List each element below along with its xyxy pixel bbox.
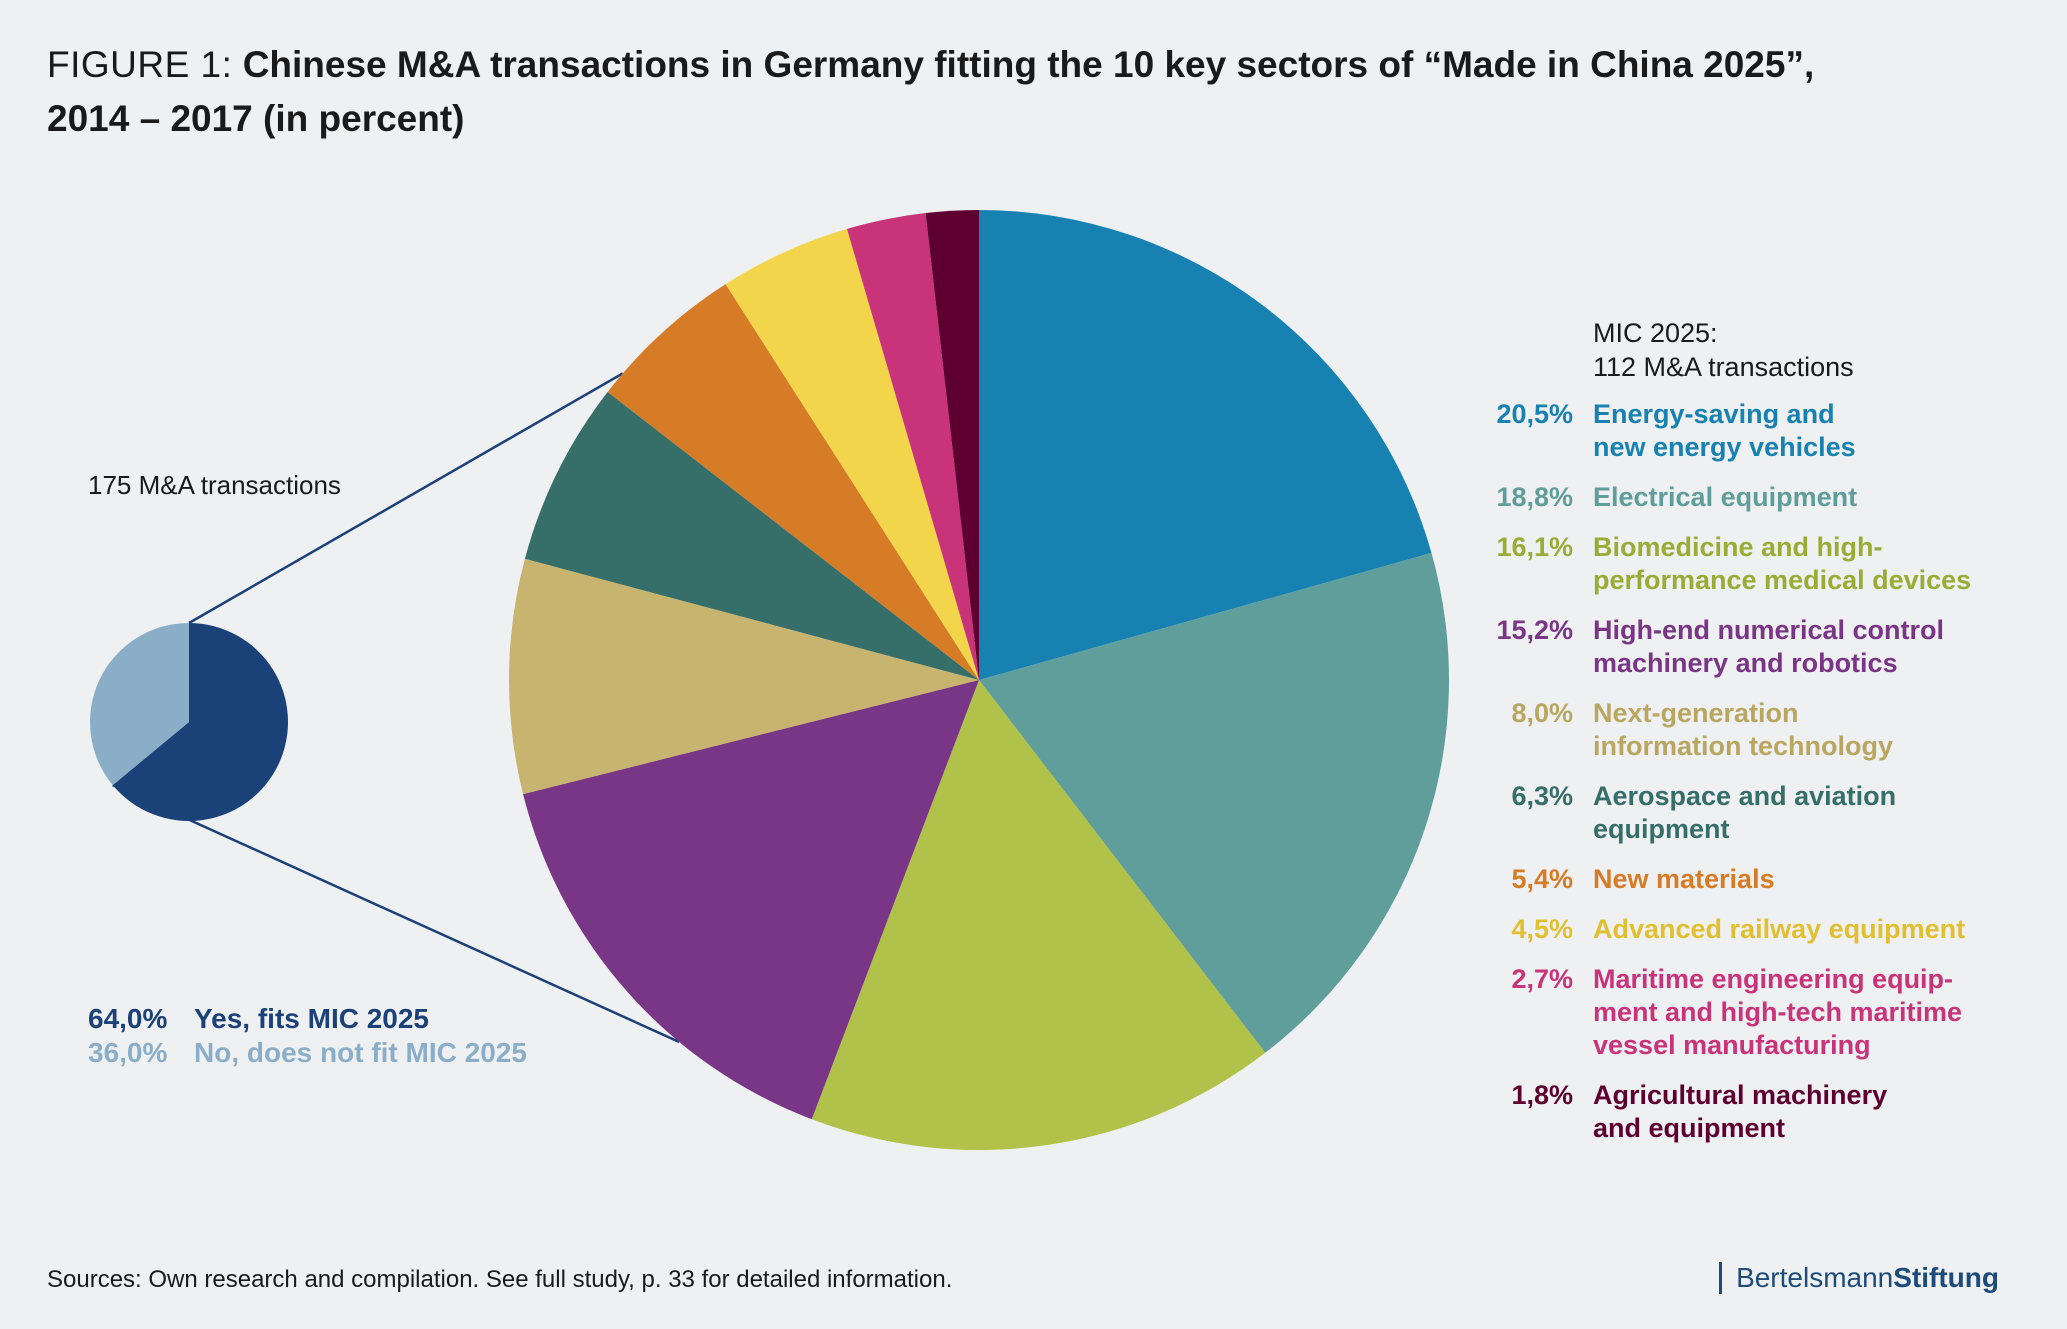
- title-text: Chinese M&A transactions in Germany fitt…: [242, 44, 1815, 85]
- large-pie-slice-3: [811, 680, 1266, 1150]
- large-pie: [508, 210, 1449, 1150]
- legend-item: 18,8% Electrical equipment: [1480, 481, 2060, 514]
- legend-label: Agricultural machinery and equipment: [1593, 1080, 1888, 1143]
- large-pie-slice-2: [979, 552, 1449, 1053]
- source-note: Sources: Own research and compilation. S…: [47, 1266, 953, 1293]
- legend-value: 16,1%: [1496, 532, 1573, 562]
- legend-value: 18,8%: [1496, 482, 1573, 512]
- mic-header-line-1: MIC 2025:: [1593, 318, 1718, 348]
- small-pie-slice-1: [112, 623, 288, 821]
- legend-item: 5,4% New materials: [1480, 863, 2060, 896]
- legend-label: Energy-saving and new energy vehicles: [1593, 399, 1856, 462]
- legend-item: 2,7% Maritime engineering equip- ment and…: [1480, 963, 2060, 1062]
- chart-title: FIGURE 1: Chinese M&A transactions in Ge…: [47, 38, 1847, 146]
- small-legend-label-yes: Yes, fits MIC 2025: [194, 1003, 430, 1034]
- large-pie-slice-9: [846, 213, 979, 681]
- legend-item: 8,0% Next-generation information technolo…: [1480, 697, 2060, 763]
- small-legend-item-yes: 64,0% Yes, fits MIC 2025: [88, 1002, 527, 1036]
- legend-value: 4,5%: [1511, 914, 1573, 944]
- small-legend-value-no: 36,0%: [88, 1037, 168, 1068]
- legend-value: 2,7%: [1511, 964, 1573, 994]
- legend-value: 5,4%: [1511, 864, 1573, 894]
- connector-line-bottom: [112, 783, 680, 1044]
- legend-label: Aerospace and aviation equipment: [1593, 781, 1897, 844]
- legend-value: 15,2%: [1496, 615, 1573, 645]
- small-legend-label-no: No, does not fit MIC 2025: [194, 1037, 527, 1068]
- large-pie-slice-6: [524, 391, 979, 680]
- small-legend-item-no: 36,0% No, does not fit MIC 2025: [88, 1036, 527, 1070]
- small-legend-value-yes: 64,0%: [88, 1003, 168, 1034]
- large-pie-slice-4: [523, 680, 979, 1120]
- logo-bar: [1719, 1262, 1723, 1294]
- logo-text-part2: Stiftung: [1893, 1262, 1999, 1293]
- legend-label: Next-generation information technology: [1593, 698, 1893, 761]
- legend-item: 15,2% High-end numerical control machiner…: [1480, 614, 2060, 680]
- legend-item: 20,5% Energy-saving and new energy vehicl…: [1480, 398, 2060, 464]
- large-pie-slice-5: [508, 558, 979, 795]
- small-pie: [90, 622, 288, 821]
- large-pie-slice-1: [979, 210, 1432, 680]
- title-line-2: 2014 – 2017 (in percent): [47, 98, 465, 139]
- connector-lines: [112, 372, 680, 1044]
- large-pie-slice-7: [607, 284, 979, 680]
- legend-value: 20,5%: [1496, 399, 1573, 429]
- legend-label: Advanced railway equipment: [1593, 914, 1966, 944]
- connector-line-top: [188, 372, 624, 625]
- legend-item: 4,5% Advanced railway equipment: [1480, 913, 2060, 946]
- mic-header: MIC 2025: 112 M&A transactions: [1593, 316, 1854, 384]
- large-pie-slice-10: [925, 210, 979, 680]
- mic-header-line-2: 112 M&A transactions: [1593, 352, 1854, 382]
- legend-label: Electrical equipment: [1593, 482, 1858, 512]
- sector-legend: 20,5% Energy-saving and new energy vehicl…: [1480, 398, 2060, 1162]
- legend-item: 1,8% Agricultural machinery and equipment: [1480, 1079, 2060, 1145]
- legend-item: 16,1% Biomedicine and high- performance m…: [1480, 531, 2060, 597]
- large-pie-slice-8: [725, 228, 979, 680]
- legend-item: 6,3% Aerospace and aviation equipment: [1480, 780, 2060, 846]
- logo-text-part1: Bertelsmann: [1736, 1262, 1894, 1293]
- legend-label: Maritime engineering equip- ment and hig…: [1593, 964, 1963, 1060]
- legend-label: Biomedicine and high- performance medica…: [1593, 532, 1972, 595]
- title-line-1: FIGURE 1: Chinese M&A transactions in Ge…: [47, 38, 1847, 92]
- legend-value: 1,8%: [1511, 1080, 1573, 1110]
- legend-value: 6,3%: [1511, 781, 1573, 811]
- small-pie-legend: 64,0% Yes, fits MIC 2025 36,0% No, does …: [88, 1002, 527, 1070]
- legend-label: High-end numerical control machinery and…: [1593, 615, 1945, 678]
- small-pie-slice-2: [90, 622, 189, 786]
- legend-value: 8,0%: [1511, 698, 1573, 728]
- bertelsmann-stiftung-logo: Bertelsmann Stiftung: [1719, 1262, 1999, 1294]
- figure-number: FIGURE 1:: [47, 44, 233, 85]
- legend-label: New materials: [1593, 864, 1775, 894]
- small-pie-total-label: 175 M&A transactions: [88, 470, 341, 500]
